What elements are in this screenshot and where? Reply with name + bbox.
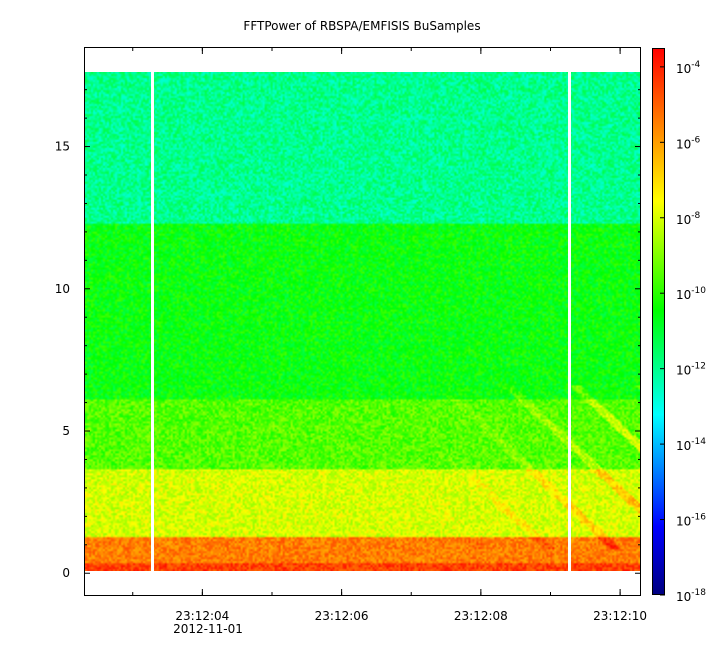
colorbar-tick-base: 10 xyxy=(676,590,691,604)
data-gap-2 xyxy=(568,72,571,571)
colorbar-tick-base: 10 xyxy=(676,439,691,453)
colorbar-tick-label: 10-8 xyxy=(676,211,701,227)
x-tick-label: 23:12:06 xyxy=(315,609,369,623)
colorbar-fill xyxy=(652,48,665,595)
y-tick-label: 5 xyxy=(62,424,70,438)
colorbar-tick-label: 10-10 xyxy=(676,286,706,302)
colorbar-frame xyxy=(652,48,665,595)
plot-frame xyxy=(84,47,641,596)
y-tick-label: 0 xyxy=(62,566,70,580)
colorbar-tick-exponent: -16 xyxy=(691,513,706,523)
x-tick-label: 23:12:08 xyxy=(454,609,508,623)
chart-title: FFTPower of RBSPA/EMFISIS BuSamples xyxy=(243,19,480,33)
colorbar-tick-base: 10 xyxy=(676,213,691,227)
data-gap-1 xyxy=(151,72,154,571)
plot-area xyxy=(84,47,641,596)
colorbar-tick-exponent: -10 xyxy=(691,286,706,296)
colorbar-tick-exponent: -12 xyxy=(691,362,706,372)
colorbar-tick-base: 10 xyxy=(676,137,691,151)
x-tick-label: 23:12:10 xyxy=(593,609,647,623)
spectrogram-image xyxy=(85,72,640,571)
colorbar-tick-label: 10-18 xyxy=(676,588,706,604)
colorbar-tick-exponent: -18 xyxy=(691,588,706,598)
colorbar-tick-base: 10 xyxy=(676,288,691,302)
colorbar-tick-label: 10-12 xyxy=(676,362,706,378)
x-tick-label: 23:12:04 xyxy=(175,609,229,623)
x-axis: 23:12:04 23:12:06 23:12:08 23:12:10 xyxy=(132,47,647,623)
colorbar-tick-label: 10-14 xyxy=(676,437,706,453)
y-tick-label: 10 xyxy=(55,282,70,296)
colorbar-tick-exponent: -8 xyxy=(691,211,700,221)
x-date-label: 2012-11-01 xyxy=(173,622,243,636)
colorbar-tick-base: 10 xyxy=(676,364,691,378)
colorbar-tick-base: 10 xyxy=(676,62,691,76)
colorbar-tick-exponent: -6 xyxy=(691,135,700,145)
colorbar-tick-label: 10-6 xyxy=(676,135,701,151)
colorbar-tick-exponent: -4 xyxy=(691,60,700,70)
y-tick-label: 15 xyxy=(55,140,70,154)
colorbar-tick-exponent: -14 xyxy=(691,437,706,447)
colorbar-tick-label: 10-4 xyxy=(676,60,701,76)
colorbar-tick-base: 10 xyxy=(676,515,691,529)
y-axis: 0 5 10 15 xyxy=(55,89,641,580)
colorbar-tick-label: 10-16 xyxy=(676,513,706,529)
